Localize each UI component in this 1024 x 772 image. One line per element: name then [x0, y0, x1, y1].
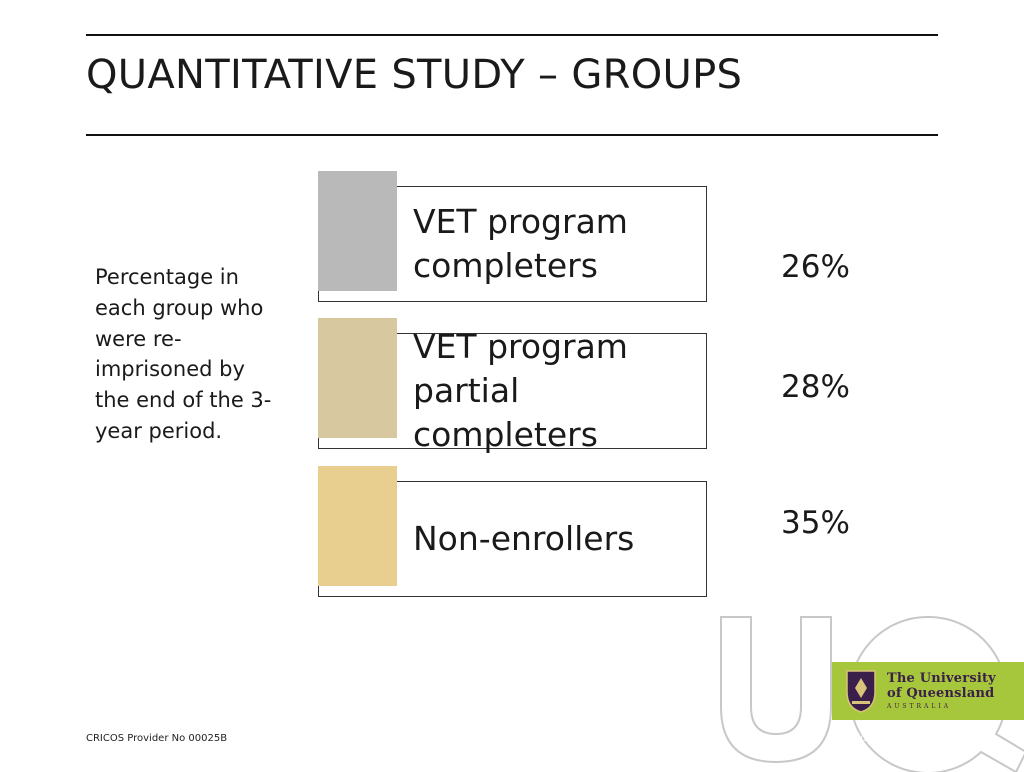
group-label-line1: Non-enrollers: [413, 519, 635, 558]
group-label: Non-enrollers: [413, 481, 703, 597]
group-color-swatch: [318, 171, 397, 291]
uq-logo: The University of Queensland AUSTRALIA: [832, 662, 1024, 720]
top-rule: [86, 34, 938, 36]
percent-non-enrollers: 35%: [781, 505, 850, 541]
group-label: VET program completers: [413, 186, 703, 302]
group-label: VET program partial completers: [413, 327, 703, 454]
uq-logo-country: AUSTRALIA: [887, 703, 952, 710]
uq-logo-line2: of Queensland: [887, 686, 995, 701]
group-color-swatch: [318, 318, 397, 438]
percent-vet-completers: 26%: [781, 249, 850, 285]
percent-vet-partial-completers: 28%: [781, 369, 850, 405]
group-non-enrollers: Non-enrollers: [318, 466, 718, 606]
group-label-line1: VET program: [413, 327, 628, 366]
university-crest-icon: [846, 670, 876, 713]
uq-logo-line1: The University: [887, 671, 996, 686]
uq-logo-text: The University of Queensland: [887, 671, 996, 701]
group-label-line2: completers: [413, 246, 598, 285]
cricos-provider-text: CRICOS Provider No 00025B: [86, 733, 228, 744]
slide-title: QUANTITATIVE STUDY – GROUPS: [86, 52, 743, 98]
title-underline-rule: [86, 134, 938, 136]
group-vet-completers: VET program completers: [318, 171, 718, 311]
group-vet-partial-completers: VET program partial completers: [318, 318, 718, 458]
group-label-line1: VET program: [413, 202, 628, 241]
group-color-swatch: [318, 466, 397, 586]
side-description: Percentage in each group who were re-imp…: [95, 265, 272, 443]
group-label-line2: partial completers: [413, 371, 598, 454]
uq-watermark-icon: [720, 615, 1024, 772]
footer-url[interactable]: uq.edu.au: [832, 733, 883, 744]
